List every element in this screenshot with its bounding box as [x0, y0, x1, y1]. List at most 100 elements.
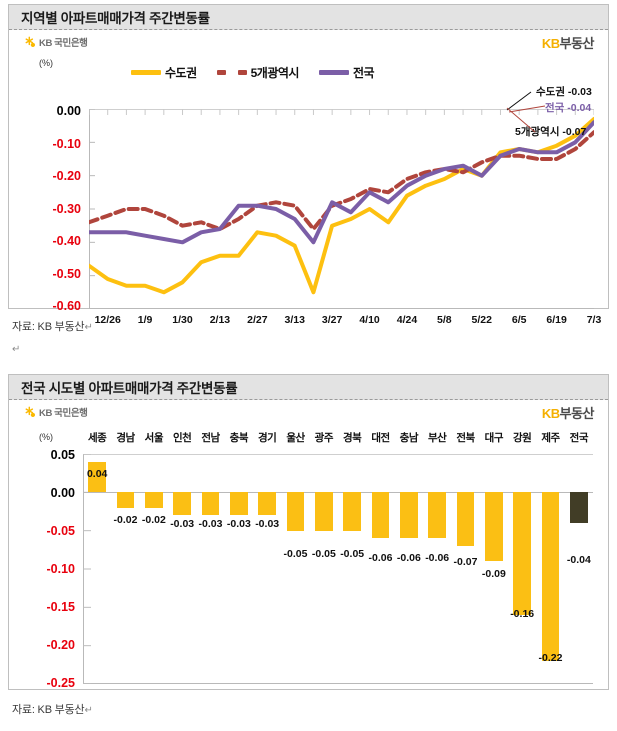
- bar-ytick-5: -0.20: [46, 638, 76, 652]
- line-chart-brand-bar: KB 국민은행 KB부동산: [9, 30, 608, 56]
- line-series-1: [89, 130, 594, 231]
- bar-ytick-0: 0.05: [50, 448, 75, 462]
- line-xtick-10: 5/22: [471, 314, 492, 326]
- bar-value-전북: -0.07: [453, 556, 478, 569]
- kb-budongsan-b: 부동산: [559, 36, 595, 51]
- bar-경남[interactable]: [116, 492, 135, 508]
- bar-value-경기: -0.03: [255, 518, 280, 531]
- line-y-unit: (%): [39, 58, 53, 68]
- kb-star-icon-2: [25, 406, 36, 417]
- line-ytick-1: -0.10: [52, 137, 82, 151]
- line-chart-legend: 수도권 5개광역시 전국: [131, 64, 375, 81]
- bar-chart-title-bar: 전국 시도별 아파트매매가격 주간변동률: [9, 375, 608, 400]
- bar-source-pilcrow: ↵: [84, 705, 93, 716]
- line-xtick-6: 3/27: [321, 314, 343, 326]
- kb-budongsan-k-2: KB: [541, 406, 560, 421]
- line-series-group: [89, 117, 594, 295]
- bar-category-충북: 충북: [229, 432, 249, 444]
- bar-대구[interactable]: [485, 492, 503, 562]
- line-xtick-0: 12/26: [94, 314, 121, 326]
- bar-category-서울: 서울: [144, 432, 164, 444]
- bar-category-인천: 인천: [172, 432, 192, 444]
- bar-전남[interactable]: [201, 492, 220, 516]
- bar-chart-panel: 전국 시도별 아파트매매가격 주간변동률 KB 국민은행 KB부동산 (%) 0…: [8, 374, 609, 690]
- line-chart-title-bar: 지역별 아파트매매가격 주간변동률: [9, 5, 608, 30]
- bar-category-대전: 대전: [371, 432, 390, 444]
- kb-kookmin-label: KB 국민은행: [39, 38, 88, 49]
- bar-category-경남: 경남: [116, 432, 135, 444]
- bar-ytick-3: -0.10: [46, 562, 76, 576]
- bar-제주[interactable]: [541, 492, 560, 661]
- line-xtick-11: 6/5: [511, 314, 527, 326]
- bar-경북[interactable]: [343, 492, 361, 531]
- bar-ytick-4: -0.15: [46, 600, 76, 614]
- bar-인천[interactable]: [173, 492, 191, 516]
- kb-kookmin-logo-2: KB 국민은행: [23, 405, 88, 419]
- bar-충남[interactable]: [400, 492, 418, 539]
- bar-ytick-1: 0.00: [50, 486, 75, 500]
- bar-부산[interactable]: [428, 492, 446, 539]
- line-ytick-6: -0.60: [52, 299, 82, 313]
- bar-value-울산: -0.05: [283, 548, 308, 561]
- bar-value-서울: -0.02: [141, 514, 166, 527]
- line-chart-panel: 지역별 아파트매매가격 주간변동률 KB 국민은행 KB부동산 (%) 수도권: [8, 4, 609, 326]
- endlabel-sudogwon: 수도권 -0.03: [536, 86, 592, 98]
- bar-value-광주: -0.05: [311, 548, 336, 561]
- bar-광주[interactable]: [315, 492, 333, 531]
- bar-value-전남: -0.03: [198, 518, 223, 531]
- bar-y-unit: (%): [39, 432, 53, 442]
- legend-swatch-five-cities: [216, 70, 247, 75]
- legend-item-five-cities: 5개광역시: [216, 64, 299, 81]
- kb-budongsan-k: KB: [541, 36, 560, 51]
- line-xtick-5: 3/13: [284, 314, 305, 326]
- kb-kookmin-label-2: KB 국민은행: [39, 408, 88, 419]
- bar-value-제주: -0.22: [538, 652, 563, 665]
- bar-category-대구: 대구: [484, 432, 504, 444]
- line-source-pilcrow: ↵: [84, 322, 93, 333]
- bar-value-충북: -0.03: [226, 518, 251, 531]
- kb-budongsan-logo-2: KB부동산: [541, 403, 595, 422]
- bar-value-경남: -0.02: [113, 514, 138, 527]
- line-ytick-0: 0.00: [56, 104, 81, 118]
- bar-울산[interactable]: [286, 492, 305, 531]
- bar-대전[interactable]: [371, 492, 390, 539]
- legend-label-nationwide: 전국: [352, 66, 375, 80]
- line-xtick-1: 1/9: [137, 314, 153, 326]
- bar-경기[interactable]: [258, 492, 276, 516]
- bar-category-강원: 강원: [512, 432, 532, 444]
- line-ytick-3: -0.30: [52, 202, 82, 216]
- bar-전북[interactable]: [456, 492, 475, 546]
- line-xtick-12: 6/19: [546, 314, 567, 326]
- line-xtick-9: 5/8: [437, 314, 452, 326]
- bar-value-부산: -0.06: [425, 552, 450, 565]
- bar-category-광주: 광주: [314, 432, 334, 444]
- line-left-ticks: [89, 109, 95, 309]
- bar-chart-source-text: 자료: KB 부동산: [12, 704, 85, 716]
- bar-ytick-6: -0.25: [46, 676, 76, 690]
- bar-value-강원: -0.16: [510, 608, 535, 621]
- bar-value-충남: -0.06: [396, 552, 421, 565]
- line-ytick-4: -0.40: [52, 234, 82, 248]
- legend-label-sudogwon: 수도권: [165, 66, 197, 80]
- bar-세종[interactable]: [88, 461, 106, 493]
- bar-강원[interactable]: [513, 492, 531, 615]
- bar-충북[interactable]: [230, 492, 248, 516]
- legend-item-nationwide: 전국: [318, 64, 375, 81]
- endlabel-nationwide: 전국 -0.04: [545, 102, 592, 114]
- kb-kookmin-logo: KB 국민은행: [23, 35, 88, 49]
- line-xtick-13: 7/3: [586, 314, 602, 326]
- bar-category-전북: 전북: [456, 432, 475, 444]
- stray-paragraph-mark: ↵: [12, 344, 21, 355]
- bar-value-전국: -0.04: [566, 554, 591, 567]
- kb-star-icon: [25, 36, 36, 47]
- bar-category-전남: 전남: [201, 432, 220, 444]
- line-xtick-4: 2/27: [247, 314, 268, 326]
- line-xtick-7: 4/10: [359, 314, 380, 326]
- line-xtick-2: 1/30: [172, 314, 193, 326]
- bar-서울[interactable]: [145, 492, 163, 508]
- endlabel-leader-lines: [506, 91, 546, 133]
- bar-전국[interactable]: [570, 492, 588, 523]
- page-title: 지역별 아파트매매가격 주간변동률: [21, 11, 210, 26]
- legend-swatch-nationwide: [318, 70, 349, 75]
- kb-budongsan-b-2: 부동산: [559, 406, 595, 421]
